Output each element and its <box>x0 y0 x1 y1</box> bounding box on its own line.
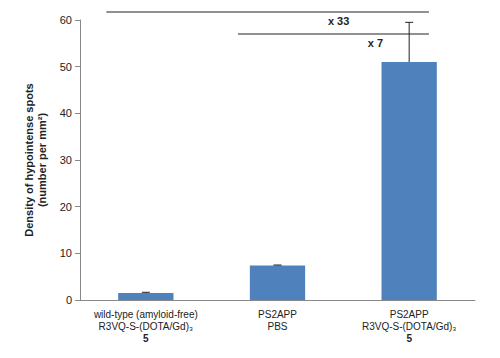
svg-text:x 33: x 33 <box>328 15 349 27</box>
svg-text:(number per mm²): (number per mm²) <box>36 113 48 207</box>
svg-text:PS2APP: PS2APP <box>390 309 429 320</box>
svg-text:PBS: PBS <box>267 321 287 332</box>
svg-text:5: 5 <box>406 333 412 344</box>
svg-text:10: 10 <box>60 247 72 259</box>
svg-text:R3VQ-S-(DOTA/Gd)₃: R3VQ-S-(DOTA/Gd)₃ <box>99 321 193 332</box>
svg-text:wild-type (amyloid-free): wild-type (amyloid-free) <box>93 309 198 320</box>
svg-text:x 7: x 7 <box>368 37 383 49</box>
svg-text:PS2APP: PS2APP <box>258 309 297 320</box>
svg-text:0: 0 <box>66 294 72 306</box>
svg-text:40: 40 <box>60 107 72 119</box>
svg-text:R3VQ-S-(DOTA/Gd)₃: R3VQ-S-(DOTA/Gd)₃ <box>362 321 456 332</box>
svg-text:60: 60 <box>60 14 72 26</box>
svg-text:5: 5 <box>143 333 149 344</box>
svg-text:Density of hypointense spots: Density of hypointense spots <box>23 83 35 236</box>
svg-text:50: 50 <box>60 61 72 73</box>
svg-text:20: 20 <box>60 201 72 213</box>
svg-text:30: 30 <box>60 154 72 166</box>
